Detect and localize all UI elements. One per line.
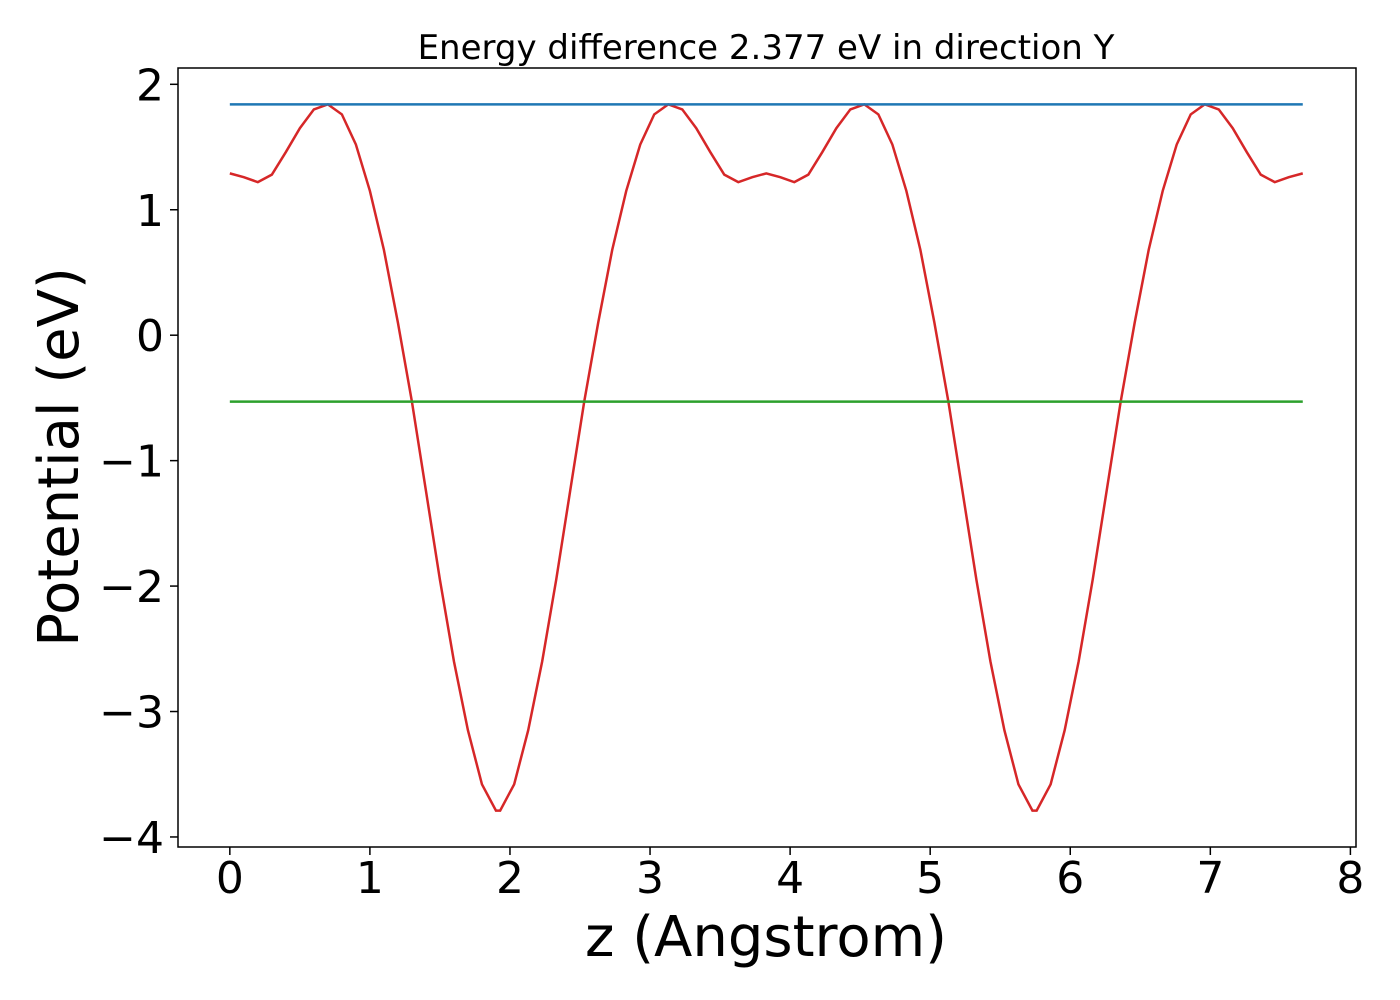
x-tick-label: 4 [776,853,804,904]
x-tick-label: 5 [916,853,944,904]
x-tick-label: 3 [636,853,664,904]
y-tick-label: 1 [136,186,164,237]
y-axis-label: Potential (eV) [27,267,92,647]
y-tick-label: 2 [136,60,164,111]
plot-frame [177,67,1357,848]
y-tick-label: −2 [99,562,164,613]
x-axis-label: z (Angstrom) [585,905,947,970]
y-tick-label: −3 [99,688,164,739]
x-tick-label: 1 [356,853,384,904]
chart-title: Energy difference 2.377 eV in direction … [418,28,1115,68]
y-tick-label: −4 [99,813,164,864]
x-tick-label: 0 [216,853,244,904]
x-tick-label: 2 [496,853,524,904]
y-tick-label: −1 [99,437,164,488]
x-tick-label: 8 [1336,853,1364,904]
y-tick-label: 0 [136,311,164,362]
x-tick-label: 6 [1056,853,1084,904]
x-tick-label: 7 [1196,853,1224,904]
